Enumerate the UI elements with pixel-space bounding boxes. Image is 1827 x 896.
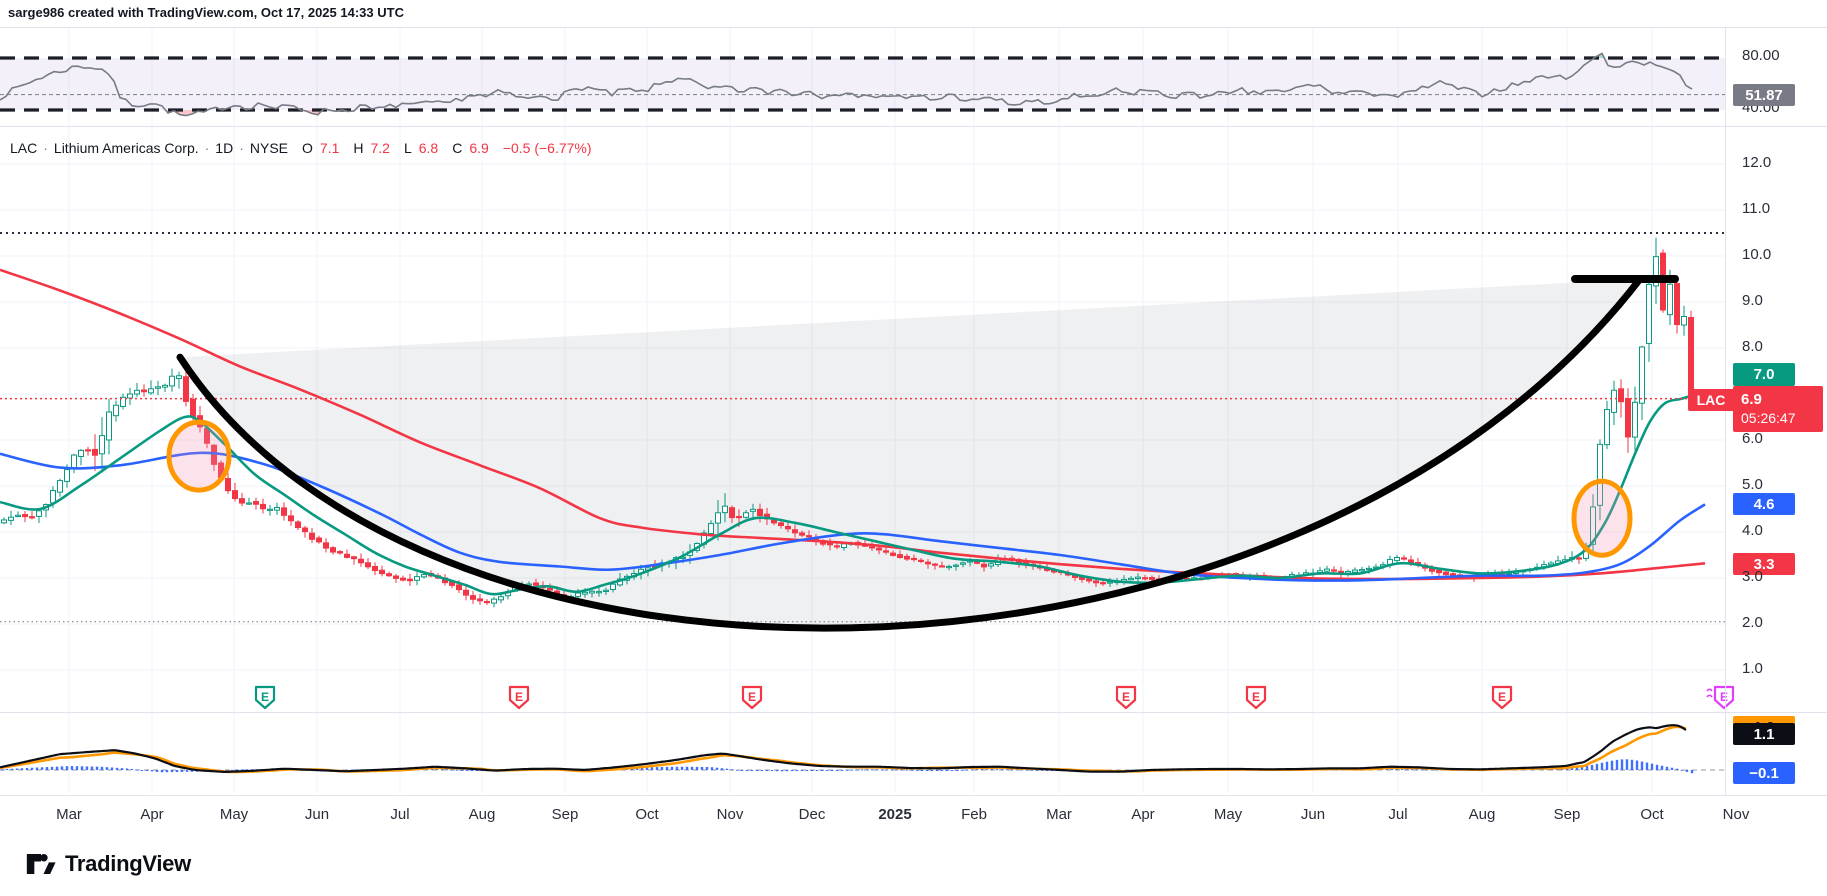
svg-text:E: E bbox=[1720, 690, 1728, 704]
bar-countdown: 05:26:47 bbox=[1741, 409, 1796, 426]
price-axis-label: 11.0 bbox=[1742, 200, 1771, 217]
legend-exchange[interactable]: NYSE bbox=[249, 140, 288, 156]
rsi-line bbox=[0, 52, 1693, 117]
time-axis-label: Nov bbox=[716, 806, 744, 823]
time-axis-label: Oct bbox=[635, 806, 659, 823]
macd-line bbox=[0, 724, 1687, 773]
earnings-marker-icon[interactable]: E bbox=[1245, 685, 1267, 710]
svg-text:E: E bbox=[1498, 690, 1506, 704]
low-label: L bbox=[403, 140, 412, 156]
macd-signal-line bbox=[0, 725, 1687, 774]
time-axis-label: Sep bbox=[1553, 806, 1581, 823]
tradingview-logo-text: TradingView bbox=[65, 851, 191, 876]
highlight-circle-drawing[interactable] bbox=[166, 419, 232, 493]
main-price-pane[interactable] bbox=[0, 232, 1730, 632]
price-axis-label: 5.0 bbox=[1742, 476, 1763, 493]
last-price-value: 6.9 bbox=[1741, 390, 1762, 408]
svg-text:E: E bbox=[261, 690, 269, 704]
time-axis-label: May bbox=[219, 806, 249, 823]
ma-fast-line bbox=[0, 391, 1701, 596]
legend-separator: · bbox=[239, 140, 244, 156]
time-axis-label: Aug bbox=[1468, 806, 1496, 823]
time-axis-label: 2025 bbox=[878, 806, 912, 823]
earnings-marker-icon[interactable]: E bbox=[1706, 685, 1735, 710]
rsi-value-badge: 51.87 bbox=[1733, 84, 1795, 106]
time-axis-label: Apr bbox=[140, 806, 164, 823]
svg-text:E: E bbox=[515, 690, 523, 704]
low-value: 6.8 bbox=[418, 140, 439, 156]
price-axis-label: 1.0 bbox=[1742, 660, 1763, 677]
legend-separator: · bbox=[204, 140, 210, 156]
price-axis-label: 10.0 bbox=[1742, 246, 1772, 263]
high-label: H bbox=[353, 140, 364, 156]
time-axis-label: Dec bbox=[798, 806, 826, 823]
legend-interval[interactable]: 1D bbox=[215, 140, 234, 156]
time-axis-label: Apr bbox=[1131, 806, 1155, 823]
tradingview-logo[interactable]: TradingView bbox=[26, 851, 191, 877]
time-axis-label: Oct bbox=[1640, 806, 1664, 823]
earnings-marker-icon[interactable]: E bbox=[508, 685, 530, 710]
time-axis-label: Mar bbox=[1046, 806, 1072, 823]
attribution-text: sarge986 created with TradingView.com, O… bbox=[8, 5, 404, 20]
time-axis-label: Jun bbox=[1300, 806, 1326, 823]
legend-company-name[interactable]: Lithium Americas Corp. bbox=[53, 140, 199, 156]
price-axis-label: 8.0 bbox=[1742, 338, 1763, 355]
time-axis-label: Sep bbox=[551, 806, 579, 823]
symbol-price-tag: LAC bbox=[1688, 389, 1734, 411]
time-axis-label: Nov bbox=[1722, 806, 1750, 823]
macd-histogram-badge: −0.1 bbox=[1733, 762, 1795, 784]
earnings-marker-icon[interactable]: E bbox=[1491, 685, 1513, 710]
price-axis-label: 3.0 bbox=[1742, 568, 1763, 585]
svg-text:E: E bbox=[748, 690, 756, 704]
last-price-badge[interactable]: 6.9 05:26:47 bbox=[1733, 386, 1823, 432]
open-value: 7.1 bbox=[319, 140, 340, 156]
legend-separator: · bbox=[43, 140, 48, 156]
open-label: O bbox=[302, 140, 313, 156]
time-axis-label: Jun bbox=[304, 806, 330, 823]
ma-slow-price-badge: 3.3 bbox=[1733, 553, 1795, 575]
svg-text:E: E bbox=[1122, 690, 1130, 704]
rsi-pane[interactable] bbox=[0, 52, 1725, 117]
ma-fast-price-badge: 7.0 bbox=[1733, 363, 1795, 386]
price-axis-label: 6.0 bbox=[1742, 430, 1763, 447]
earnings-marker-icon[interactable]: E bbox=[254, 685, 276, 710]
cup-curve-drawing[interactable] bbox=[176, 275, 1644, 632]
price-axis-label: 4.0 bbox=[1742, 522, 1763, 539]
legend-symbol[interactable]: LAC bbox=[10, 140, 38, 156]
symbol-legend[interactable]: LAC · Lithium Americas Corp. · 1D · NYSE… bbox=[10, 140, 592, 156]
svg-text:E: E bbox=[1252, 690, 1260, 704]
ma-mid-price-badge: 4.6 bbox=[1733, 493, 1795, 515]
price-axis-label: 9.0 bbox=[1742, 292, 1763, 309]
macd-pane[interactable] bbox=[0, 724, 1725, 774]
earnings-marker-icon[interactable]: E bbox=[741, 685, 763, 710]
time-axis-label: May bbox=[1213, 806, 1243, 823]
time-axis-label: Jul bbox=[390, 806, 410, 823]
time-axis-label: Jul bbox=[1388, 806, 1408, 823]
price-axis-label: 2.0 bbox=[1742, 614, 1763, 631]
price-axis-label: 12.0 bbox=[1742, 154, 1772, 171]
time-axis-label: Aug bbox=[468, 806, 496, 823]
change-value: −0.5 (−6.77%) bbox=[502, 140, 592, 156]
earnings-marker-icon[interactable]: E bbox=[1115, 685, 1137, 710]
ma-mid-line bbox=[0, 451, 1706, 582]
high-value: 7.2 bbox=[370, 140, 390, 156]
time-axis-label: Mar bbox=[56, 806, 82, 823]
macd-value-badge: 1.1 bbox=[1733, 723, 1795, 745]
close-label: C bbox=[452, 140, 463, 156]
tradingview-logo-icon bbox=[26, 854, 56, 874]
time-axis-label: Feb bbox=[961, 806, 987, 823]
rsi-upper-level-label: 80.00 bbox=[1742, 47, 1780, 64]
highlight-circle-drawing[interactable] bbox=[1571, 478, 1633, 558]
close-value: 6.9 bbox=[469, 140, 489, 156]
